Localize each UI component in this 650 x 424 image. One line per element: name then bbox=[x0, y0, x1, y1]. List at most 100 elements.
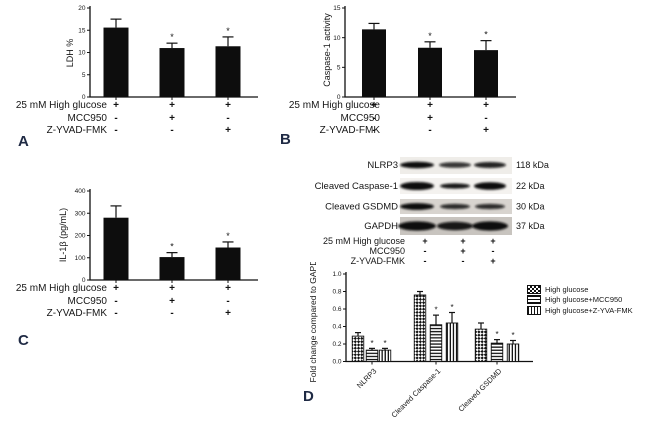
treatment-value: + bbox=[169, 100, 175, 111]
y-tick-label: 15 bbox=[333, 5, 341, 12]
y-tick-label: 0.8 bbox=[332, 289, 341, 296]
treatment-value: + bbox=[427, 112, 433, 124]
y-tick-label: 200 bbox=[75, 233, 86, 240]
legend-item: High glucose+MCC950 bbox=[527, 295, 633, 306]
treatment-value: + bbox=[483, 125, 489, 136]
significance-asterisk: * bbox=[434, 306, 437, 315]
blot-kda-label: 118 kDa bbox=[516, 160, 549, 170]
panel-c: 0 100 200 300 400 IL-1β (pg/mL) * * 25 mM High … bbox=[0, 150, 270, 350]
legend-item: High glucose+Z-YVA-FMK bbox=[527, 305, 633, 316]
y-tick-label: 0.2 bbox=[332, 341, 341, 348]
western-blot-image: NLRP3 118 kDa Cleaved Caspase-1 22 kDa Cleav… bbox=[315, 157, 549, 235]
significance-asterisk: * bbox=[226, 26, 230, 36]
significance-asterisk: * bbox=[450, 303, 453, 312]
y-axis-label: Caspase-1 activity bbox=[322, 13, 332, 87]
treatment-value: + bbox=[169, 296, 175, 307]
treatment-row: Z-YVAD-FMK - - + bbox=[0, 125, 270, 137]
y-tick-label: 0.6 bbox=[332, 306, 341, 313]
treatment-value: - bbox=[372, 125, 376, 136]
treatment-row-label: Z-YVAD-FMK bbox=[46, 308, 107, 319]
category-label: NLRP3 bbox=[355, 367, 378, 390]
treatment-row: Z-YVAD-FMK - - + bbox=[270, 125, 530, 137]
treatment-value: - bbox=[226, 112, 230, 124]
significance-asterisk: * bbox=[428, 31, 432, 41]
y-tick-label: 5 bbox=[337, 65, 341, 72]
bar bbox=[159, 48, 185, 97]
y-axis-label: IL-1β (pg/mL) bbox=[58, 208, 68, 262]
legend-label: High glucose+MCC950 bbox=[545, 295, 623, 305]
treatment-value: + bbox=[371, 100, 377, 111]
treatment-value: - bbox=[372, 112, 376, 124]
panel-d-letter: D bbox=[303, 388, 314, 405]
treatment-value: - bbox=[170, 308, 174, 319]
blot-kda-label: 30 kDa bbox=[516, 202, 545, 212]
y-tick-label: 15 bbox=[78, 27, 86, 34]
y-tick-label: 300 bbox=[75, 210, 86, 217]
y-tick-label: 400 bbox=[75, 188, 86, 195]
significance-asterisk: * bbox=[370, 339, 373, 348]
bar bbox=[474, 328, 488, 362]
treatment-row-label: MCC950 bbox=[67, 112, 107, 124]
bar bbox=[506, 343, 520, 362]
y-tick-label: 10 bbox=[78, 50, 86, 57]
bar bbox=[103, 27, 129, 97]
treatment-value: + bbox=[225, 308, 231, 319]
legend-swatch-checker-icon bbox=[527, 284, 541, 294]
panel-c-bar-chart: 0 100 200 300 400 IL-1β (pg/mL) * * bbox=[58, 188, 258, 284]
treatment-value: - bbox=[428, 125, 432, 136]
treatment-value: + bbox=[427, 100, 433, 111]
panel-b: 0 5 10 15 Caspase-1 activity * * 25 mM High gl… bbox=[270, 0, 530, 150]
significance-asterisk: * bbox=[495, 330, 498, 339]
legend-label: High glucose+Z-YVA-FMK bbox=[545, 305, 633, 315]
significance-asterisk: * bbox=[383, 339, 386, 348]
category-label: Cleaved GSDMD bbox=[456, 366, 503, 413]
significance-asterisk: * bbox=[170, 242, 174, 252]
bar bbox=[445, 322, 459, 362]
legend-item: High glucose bbox=[527, 284, 633, 295]
category-label: Cleaved Caspase-1 bbox=[389, 367, 442, 420]
blot-row-label: NLRP3 bbox=[367, 160, 398, 171]
y-tick-label: 1.0 bbox=[332, 271, 341, 278]
y-tick-label: 0.4 bbox=[332, 324, 341, 331]
bar bbox=[378, 349, 392, 362]
treatment-row: Z-YVAD-FMK - - + bbox=[0, 308, 270, 320]
treatment-row-label: MCC950 bbox=[67, 296, 107, 307]
blot-band bbox=[440, 183, 470, 189]
panel-a-letter: A bbox=[18, 133, 29, 150]
panel-a: 0 5 10 15 20 LDH % * * 25 mM High glucose + + + MCC… bbox=[0, 0, 270, 150]
significance-asterisk: * bbox=[170, 32, 174, 42]
chart-legend: High glucose High glucose+MCC950 High gluc… bbox=[527, 284, 633, 316]
treatment-row-label: Z-YVAD-FMK bbox=[46, 125, 107, 136]
treatment-row-label: 25 mM High glucose bbox=[288, 100, 380, 111]
bar bbox=[490, 342, 504, 362]
y-axis-label: LDH % bbox=[65, 39, 75, 68]
bar bbox=[418, 47, 442, 97]
significance-asterisk: * bbox=[484, 30, 488, 40]
treatment-row-label: 25 mM High glucose bbox=[15, 100, 107, 111]
y-tick-label: 0 bbox=[82, 94, 86, 100]
blot-band bbox=[400, 182, 434, 190]
blot-band bbox=[439, 162, 471, 168]
treatment-value: - bbox=[114, 308, 118, 319]
treatment-value: - bbox=[484, 112, 488, 124]
bar bbox=[159, 257, 185, 280]
blot-band bbox=[400, 161, 434, 169]
treatment-value: - bbox=[170, 125, 174, 136]
blot-band bbox=[474, 182, 506, 190]
y-tick-label: 0.0 bbox=[332, 359, 341, 366]
legend-label: High glucose bbox=[545, 284, 589, 294]
bar bbox=[215, 247, 241, 280]
bar bbox=[362, 29, 386, 97]
blot-band bbox=[440, 203, 470, 210]
bar bbox=[215, 46, 241, 97]
panel-a-bar-chart: 0 5 10 15 20 LDH % * * bbox=[65, 5, 258, 100]
treatment-value: - bbox=[114, 125, 118, 136]
blot-band bbox=[472, 221, 508, 231]
panel-d-grouped-bar-chart: 0.0 0.2 0.4 0.6 0.8 1.0 Fold change compared t… bbox=[308, 262, 533, 420]
blot-kda-label: 37 kDa bbox=[516, 221, 545, 231]
y-tick-label: 100 bbox=[75, 255, 86, 262]
treatment-row: 25 mM High glucose + + + bbox=[270, 100, 530, 112]
treatment-value: + bbox=[483, 100, 489, 111]
y-tick-label: 0 bbox=[337, 94, 341, 100]
